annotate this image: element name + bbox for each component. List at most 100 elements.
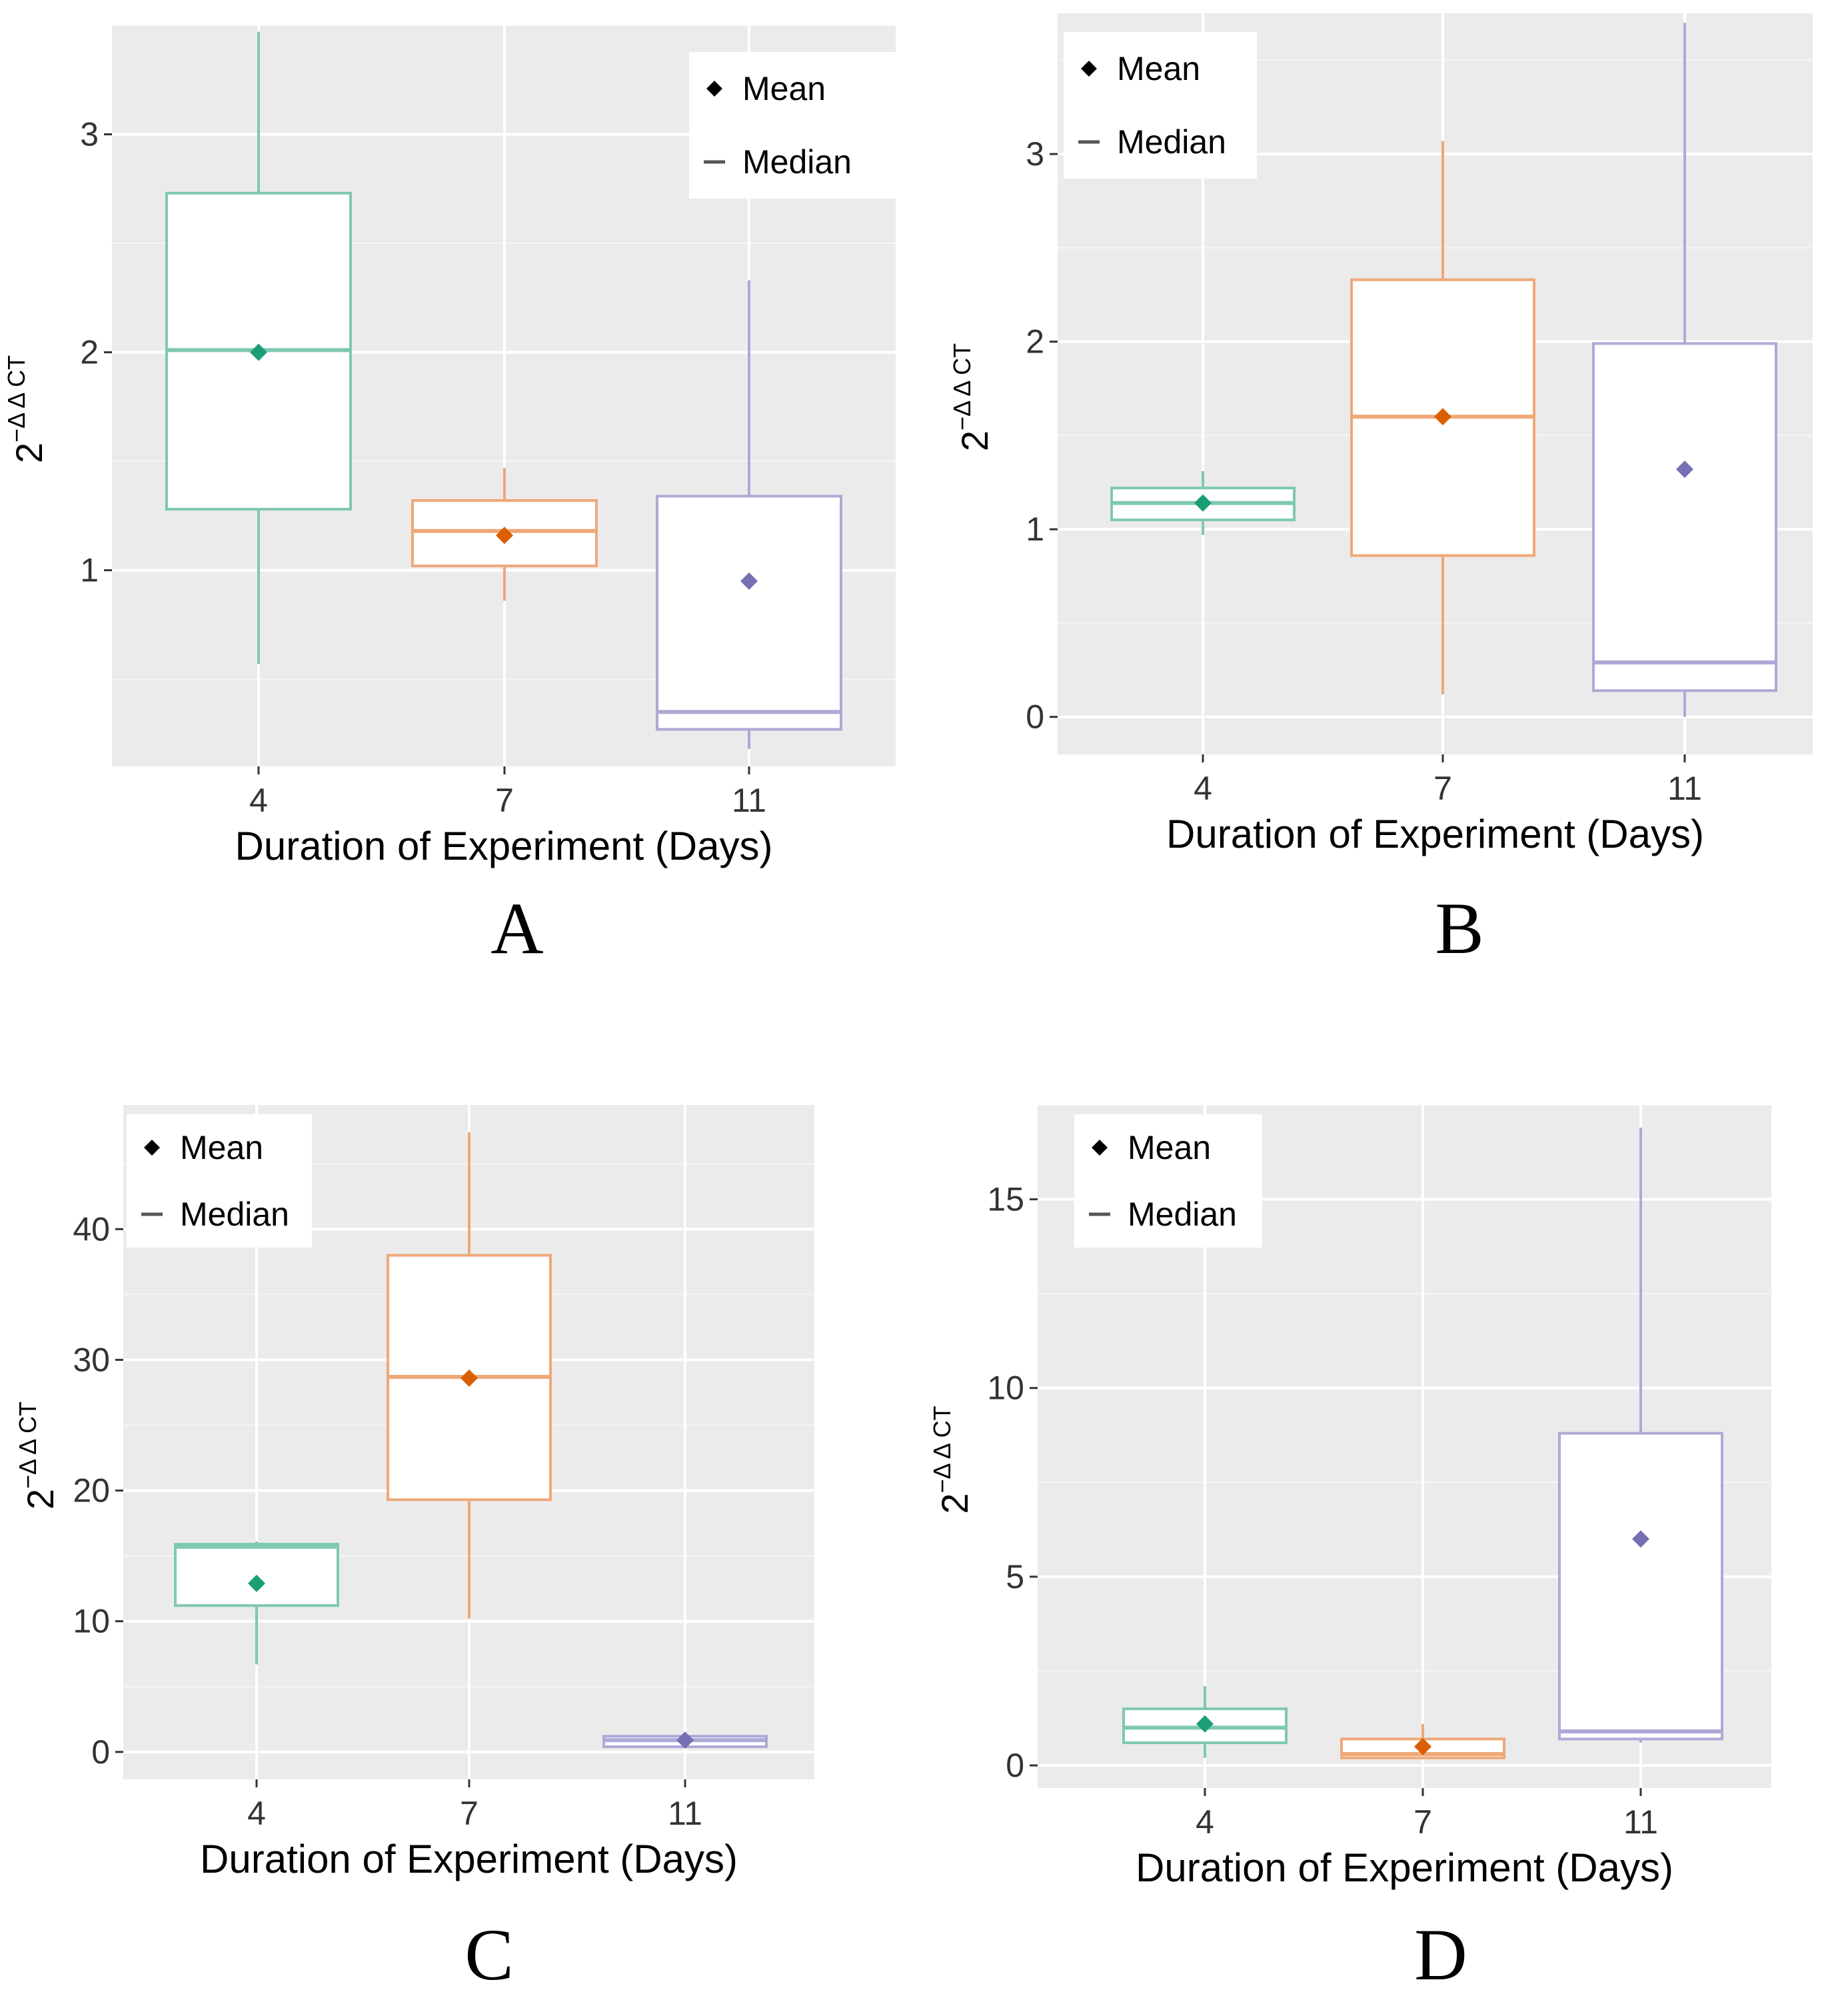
x-tick-label: 4 (1196, 1803, 1214, 1841)
panel-letter: D (1414, 1914, 1467, 1994)
x-tick-label: 11 (732, 782, 766, 819)
panel-letter: C (464, 1914, 513, 1994)
legend-background (127, 1114, 312, 1248)
y-axis-title: 2−Δ Δ CT (14, 1402, 61, 1509)
y-tick-label: 40 (73, 1210, 110, 1248)
legend-mean-key (706, 81, 722, 97)
x-tick-label: 11 (668, 1795, 702, 1832)
legend-mean-label: Mean (742, 70, 826, 107)
x-axis-title: Duration of Experiment (Days) (1166, 812, 1704, 856)
panel-letter: B (1435, 888, 1483, 969)
y-axis-title: 2−Δ Δ CT (928, 1406, 976, 1513)
boxplot-4 (1110, 471, 1296, 535)
x-tick-label: 7 (495, 782, 514, 819)
x-tick-label: 4 (1194, 770, 1212, 807)
boxplot-7 (411, 467, 598, 601)
y-axis-title-superscript: −Δ Δ CT (928, 1406, 956, 1493)
y-tick-label: 1 (80, 552, 99, 589)
legend-mean-label: Mean (1117, 50, 1200, 87)
mean-marker (250, 343, 267, 361)
legend-background (689, 52, 897, 199)
mean-marker (676, 1731, 694, 1749)
y-tick-label: 10 (73, 1603, 110, 1640)
mean-marker (740, 572, 758, 590)
iqr-box (1592, 342, 1777, 692)
legend-mean-label: Mean (180, 1129, 263, 1166)
mean-marker (1414, 1737, 1431, 1755)
mean-marker (1194, 494, 1212, 512)
y-tick-label: 2 (80, 334, 99, 371)
y-axis-title: 2−Δ Δ CT (948, 343, 996, 451)
boxplot-7 (1340, 1723, 1505, 1759)
y-axis-title-base: 2 (19, 1489, 61, 1509)
legend-mean-key (1081, 61, 1097, 77)
legend-mean-key (144, 1140, 160, 1156)
panel-c: 0 10 20 30 40 4 7 11 Duration of Experiment (Day… (14, 1105, 814, 1994)
y-tick-label: 20 (73, 1472, 110, 1509)
y-axis-title: 2−Δ Δ CT (3, 355, 50, 463)
boxplot-4 (174, 1541, 339, 1665)
mean-marker (1632, 1530, 1649, 1548)
y-tick-label: 2 (1026, 323, 1044, 361)
x-tick-label: 7 (460, 1795, 478, 1832)
boxplot-11 (1592, 23, 1777, 717)
mean-marker (1434, 408, 1451, 426)
y-tick-label: 10 (987, 1370, 1024, 1407)
y-tick-label: 0 (91, 1733, 110, 1771)
boxplot-4 (1122, 1686, 1288, 1758)
x-tick-label: 4 (249, 782, 268, 819)
mean-marker (1196, 1715, 1214, 1733)
panel-d: 0 5 10 15 4 7 11 Duration of Experiment (Days) 2… (928, 1104, 1771, 1994)
x-tick-label: 4 (247, 1795, 266, 1832)
x-tick-label: 7 (1413, 1803, 1432, 1841)
legend-median-label: Median (1117, 123, 1226, 161)
boxplot-11 (1558, 1127, 1723, 1743)
legend: Mean Median (689, 52, 897, 199)
y-axis-title-base: 2 (8, 443, 50, 463)
legend-mean-key (1092, 1140, 1108, 1156)
boxplot-7 (1350, 141, 1535, 694)
legend-background (1064, 32, 1257, 179)
x-axis-title: Duration of Experiment (Days) (235, 824, 773, 868)
boxplot-7 (387, 1132, 552, 1619)
legend-median-label: Median (1128, 1196, 1237, 1233)
y-axis-title-base: 2 (954, 431, 996, 451)
panel-letter: A (490, 888, 543, 969)
y-tick-label: 3 (1026, 135, 1044, 173)
x-tick-label: 7 (1433, 770, 1452, 807)
legend-median-label: Median (742, 143, 852, 181)
y-axis-title-superscript: −Δ Δ CT (948, 343, 976, 431)
mean-marker (1676, 461, 1693, 479)
boxplot-11 (602, 1731, 768, 1749)
iqr-box (656, 495, 842, 731)
y-tick-label: 0 (1006, 1747, 1024, 1784)
y-axis-title-superscript: −Δ Δ CT (3, 355, 30, 443)
legend: Mean Median (1064, 32, 1257, 179)
iqr-box (1558, 1432, 1723, 1741)
y-tick-label: 0 (1026, 698, 1044, 736)
x-tick-label: 11 (1667, 770, 1702, 807)
y-tick-label: 15 (987, 1181, 1024, 1218)
legend-background (1074, 1114, 1262, 1248)
x-axis-title: Duration of Experiment (Days) (1136, 1845, 1673, 1890)
y-tick-label: 5 (1006, 1558, 1024, 1595)
legend-median-label: Median (180, 1196, 289, 1233)
boxplot-11 (656, 280, 842, 749)
legend: Mean Median (127, 1114, 312, 1248)
y-axis-title-base: 2 (934, 1494, 976, 1514)
legend: Mean Median (1074, 1114, 1262, 1248)
y-axis-title-superscript: −Δ Δ CT (14, 1402, 41, 1489)
legend-mean-label: Mean (1128, 1129, 1211, 1166)
y-tick-label: 3 (80, 116, 99, 153)
mean-marker (496, 526, 513, 544)
y-tick-label: 1 (1026, 510, 1044, 548)
x-axis-title: Duration of Experiment (Days) (200, 1837, 738, 1881)
x-tick-label: 11 (1623, 1803, 1658, 1841)
boxplot-4 (165, 31, 352, 664)
mean-marker (461, 1369, 478, 1387)
mean-marker (248, 1574, 265, 1592)
y-tick-label: 30 (73, 1341, 110, 1378)
